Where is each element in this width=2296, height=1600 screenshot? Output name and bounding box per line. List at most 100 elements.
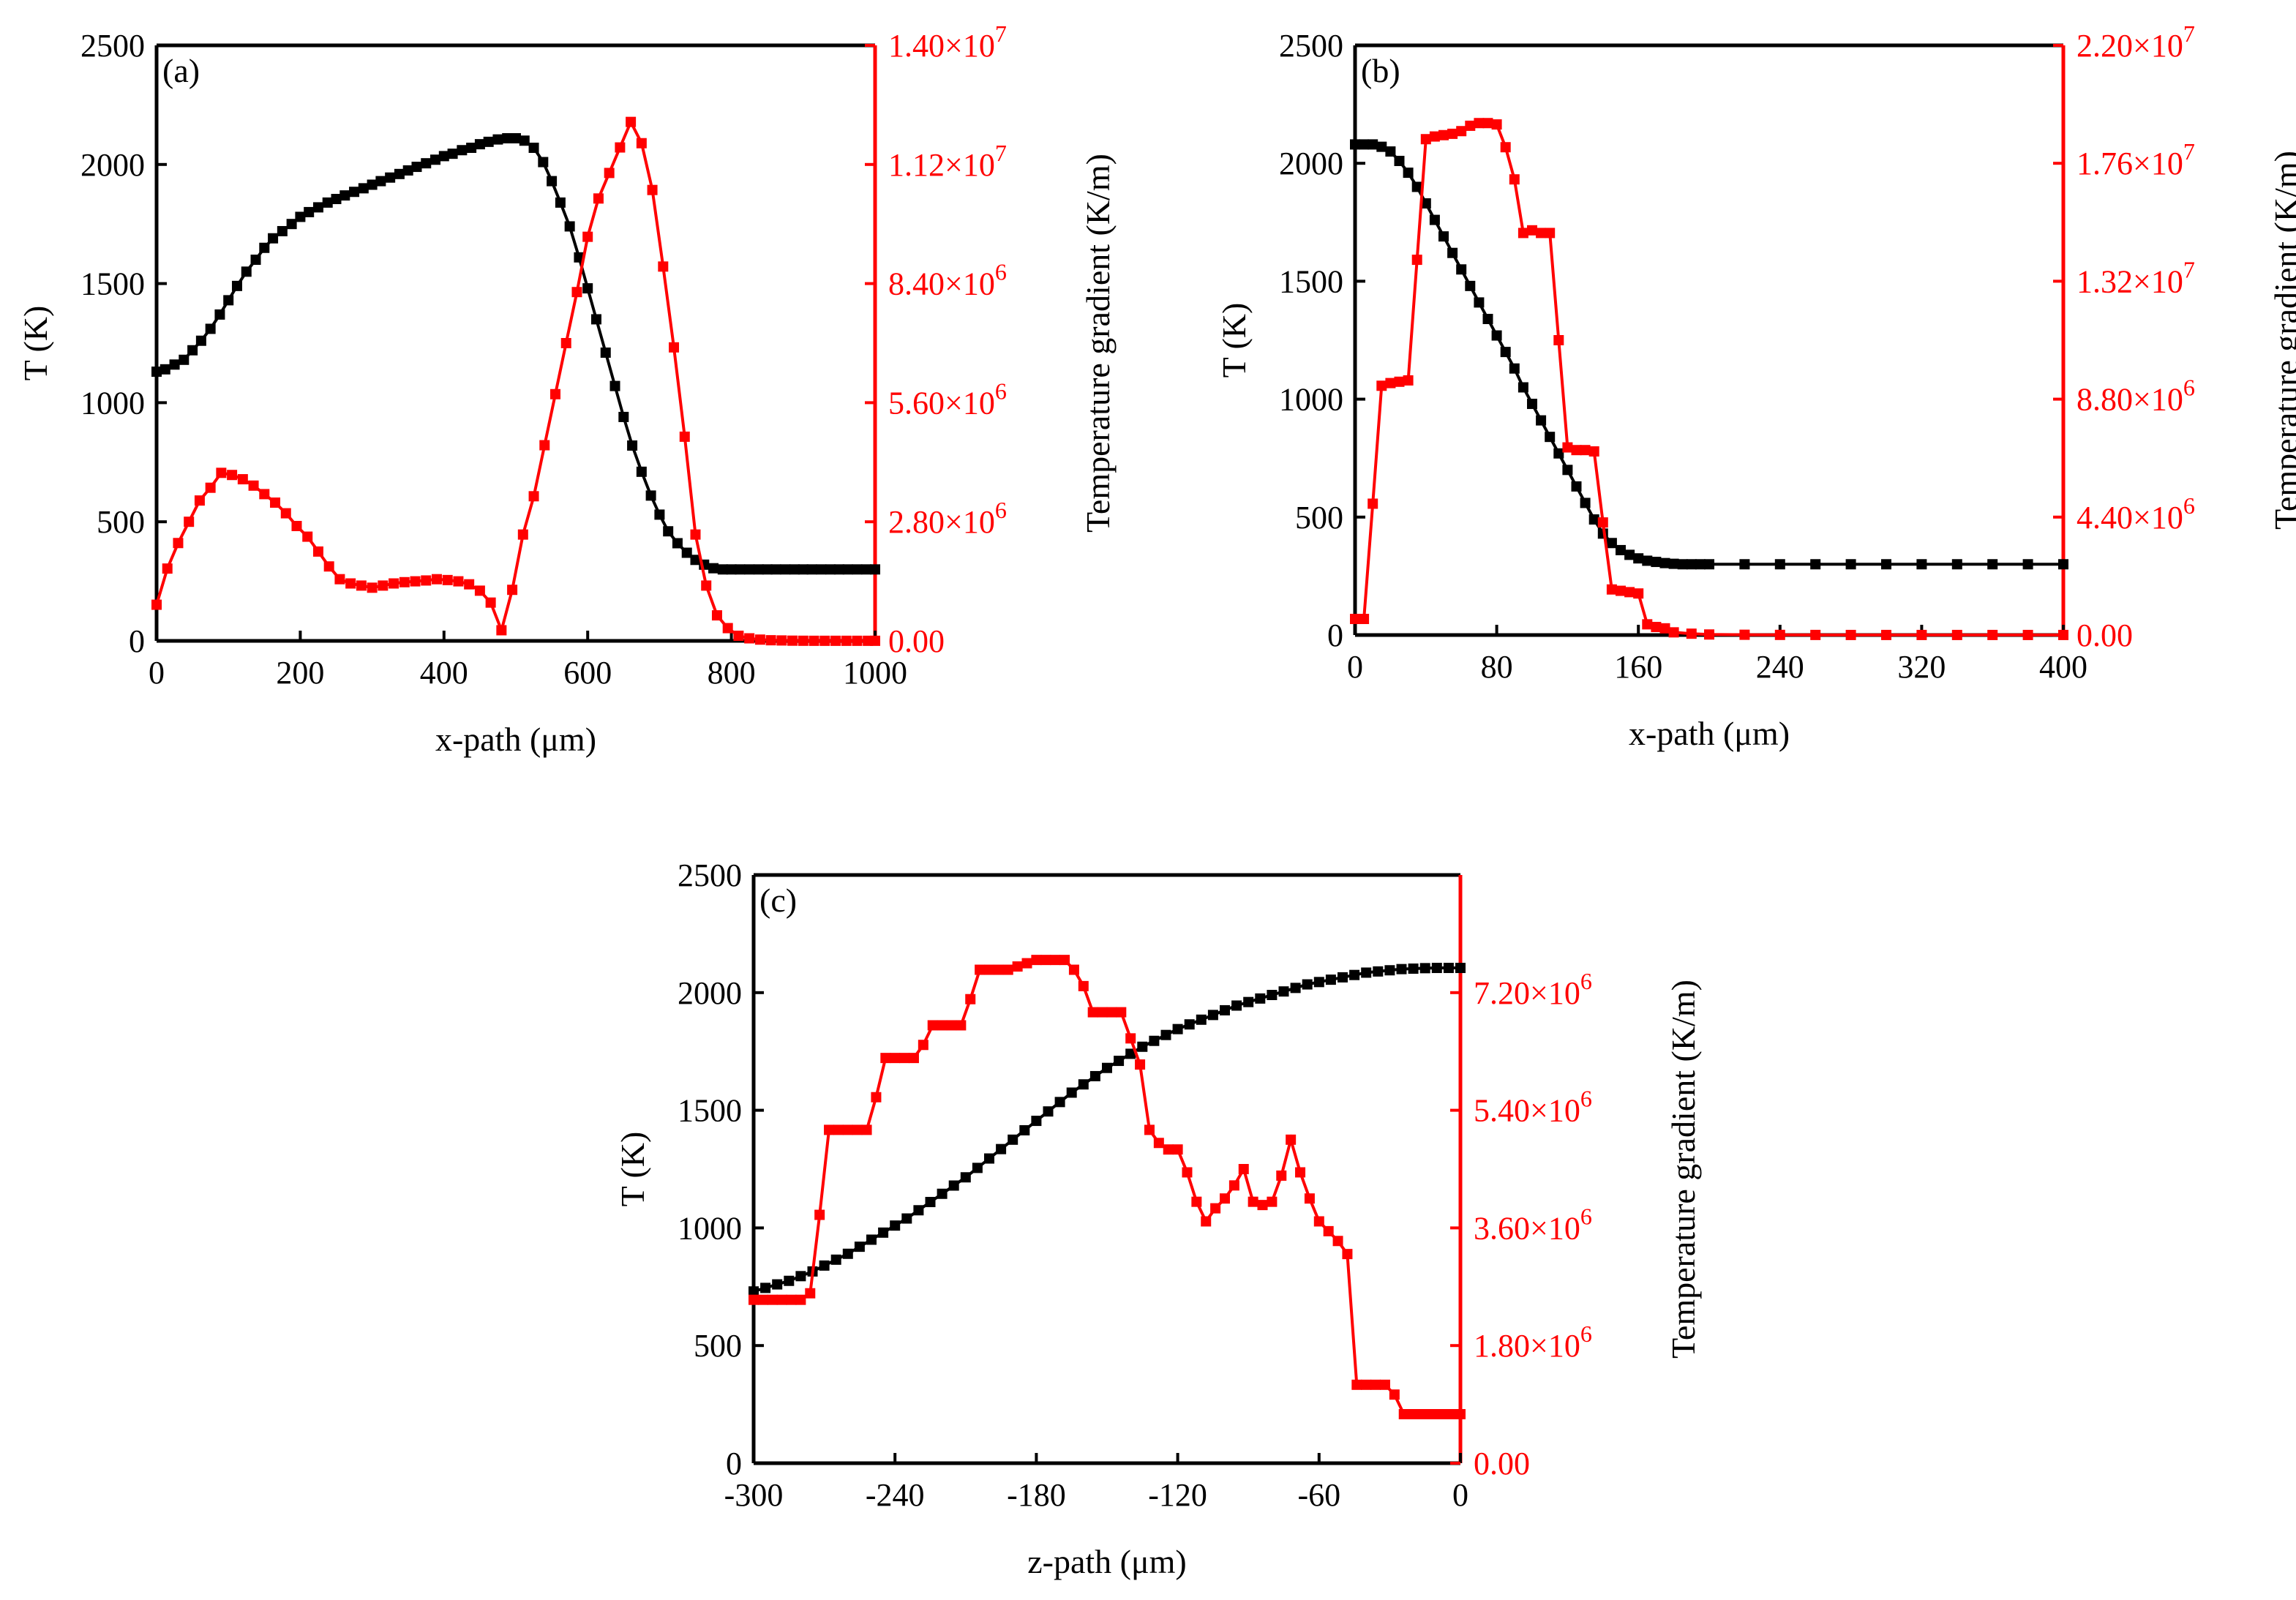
- gradient-point: [539, 440, 550, 451]
- tick-mantissa: 2.20×10: [2076, 28, 2183, 64]
- gradient-point: [1633, 588, 1644, 599]
- y-left-tick-label: 1500: [678, 1093, 742, 1129]
- temperature-point: [1509, 363, 1520, 374]
- gradient-point: [248, 480, 259, 491]
- gradient-point: [517, 529, 528, 540]
- gradient-point: [1295, 1167, 1306, 1178]
- y-right-tick-label: 0.00: [888, 623, 945, 659]
- temperature-point: [735, 564, 746, 575]
- temperature-point: [760, 1282, 771, 1293]
- temperature-point: [830, 1254, 841, 1265]
- gradient-point: [658, 261, 669, 272]
- y-left-tick-label: 500: [97, 504, 145, 540]
- gradient-point: [1916, 629, 1927, 640]
- gradient-point: [1597, 517, 1608, 528]
- gradient-point: [1257, 1200, 1268, 1211]
- gradient-point: [1951, 629, 1962, 640]
- gradient-point: [690, 529, 701, 540]
- temperature-point: [1553, 448, 1564, 459]
- x-axis-label: x-path (μm): [435, 721, 596, 758]
- temperature-point: [618, 411, 629, 422]
- temperature-point: [852, 564, 863, 575]
- temperature-point: [1160, 1029, 1171, 1040]
- temperature-point: [1368, 139, 1378, 150]
- gradient-point: [1182, 1167, 1193, 1178]
- temperature-point: [842, 564, 853, 575]
- gradient-point: [1881, 629, 1891, 640]
- tick-exponent: 6: [1580, 1321, 1592, 1347]
- gradient-point: [946, 1020, 957, 1031]
- gradient-point: [1686, 628, 1697, 639]
- gradient-point: [1739, 629, 1750, 640]
- temperature-point: [438, 151, 449, 162]
- temperature-point: [1624, 549, 1635, 560]
- temperature-point: [842, 1248, 853, 1259]
- temperature-point: [1420, 198, 1431, 209]
- x-axis-label: x-path (μm): [1629, 715, 1790, 752]
- gradient-point: [1491, 119, 1502, 130]
- y-right-tick-label: 7.20×106: [1474, 968, 1592, 1011]
- temperature-point: [179, 354, 190, 365]
- temperature-point: [762, 564, 773, 575]
- temperature-point: [984, 1153, 994, 1164]
- temperature-point: [322, 197, 333, 208]
- x-tick-label: -60: [1297, 1477, 1340, 1513]
- tick-exponent: 7: [2183, 256, 2195, 282]
- gradient-point: [1987, 629, 1998, 640]
- gradient-point: [571, 287, 582, 298]
- gradient-point: [334, 574, 345, 585]
- temperature-point: [1987, 559, 1998, 570]
- gradient-point: [205, 482, 216, 493]
- gradient-point: [1370, 1379, 1381, 1390]
- temperature-point: [169, 359, 180, 370]
- temperature-point: [394, 168, 405, 179]
- temperature-point: [770, 564, 781, 575]
- tick-mantissa: 2.80×10: [888, 504, 995, 540]
- gradient-point: [824, 1124, 835, 1135]
- gradient-point: [1191, 1196, 1202, 1207]
- gradient-point: [474, 585, 485, 596]
- y-right-tick-label: 2.80×106: [888, 497, 1007, 540]
- panel-b: 0 80 160 240 320 400 0 500 1000 1500 2000 2500 0.00 4…: [1215, 20, 2296, 752]
- gradient-point: [291, 521, 302, 532]
- temperature-point: [1562, 465, 1573, 476]
- gradient-point: [1379, 1379, 1390, 1390]
- x-tick-label: 200: [276, 655, 324, 691]
- temperature-point: [241, 266, 252, 277]
- gradient-point: [1438, 129, 1449, 140]
- temperature-point: [972, 1163, 983, 1173]
- gradient-point: [1651, 622, 1662, 633]
- gradient-point: [194, 495, 205, 506]
- gradient-point: [1276, 1170, 1287, 1181]
- temperature-point: [1443, 963, 1454, 974]
- gradient-point: [1845, 629, 1856, 640]
- temperature-point: [1172, 1024, 1183, 1034]
- gradient-point: [1078, 980, 1089, 991]
- gradient-point: [880, 1053, 891, 1064]
- temperature-point: [2058, 559, 2068, 570]
- temperature-point: [1951, 559, 1962, 570]
- gradient-point: [1068, 964, 1079, 975]
- gradient-point: [1228, 1180, 1239, 1191]
- temperature-point: [214, 309, 225, 320]
- tick-exponent: 6: [1580, 1203, 1592, 1229]
- temperature-point: [925, 1197, 936, 1208]
- temperature-point: [798, 564, 809, 575]
- gradient-point: [809, 635, 819, 646]
- temperature-point: [1491, 330, 1502, 341]
- gradient-point: [1012, 961, 1023, 972]
- gradient-point: [1021, 958, 1032, 969]
- gradient-point: [1403, 375, 1414, 386]
- gradient-line: [155, 118, 875, 642]
- gradient-point: [1389, 1389, 1400, 1400]
- gradient-point: [1050, 955, 1061, 966]
- temperature-point: [1810, 559, 1821, 570]
- temperature-point: [1359, 139, 1370, 150]
- temperature-point: [1447, 247, 1458, 258]
- gradient-point: [528, 491, 539, 502]
- gradient-point: [798, 635, 809, 646]
- temperature-point: [430, 154, 441, 165]
- y-left-tick-label: 2000: [80, 147, 145, 183]
- temperature-point: [816, 564, 827, 575]
- temperature-point: [1916, 559, 1927, 570]
